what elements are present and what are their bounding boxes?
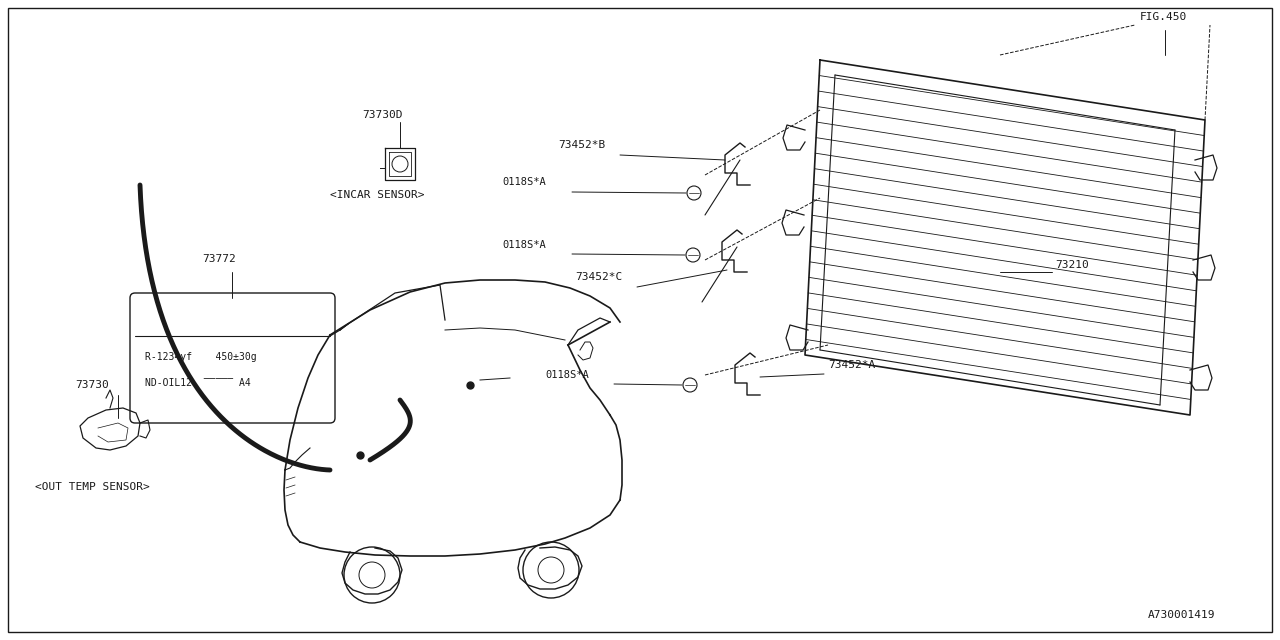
Text: 0118S*A: 0118S*A: [545, 370, 589, 380]
Text: 73730: 73730: [76, 380, 109, 390]
Text: 73210: 73210: [1055, 260, 1089, 270]
Text: 73730D: 73730D: [362, 110, 402, 120]
Text: R-1234yf    450±30g: R-1234yf 450±30g: [145, 352, 256, 362]
Text: FIG.450: FIG.450: [1140, 12, 1188, 22]
Text: 73452*A: 73452*A: [828, 360, 876, 370]
Text: 73452*B: 73452*B: [558, 140, 605, 150]
Text: <INCAR SENSOR>: <INCAR SENSOR>: [330, 190, 425, 200]
Text: <OUT TEMP SENSOR>: <OUT TEMP SENSOR>: [35, 482, 150, 492]
Text: ND-OIL12  ‾‾‾‾‾ A4: ND-OIL12 ‾‾‾‾‾ A4: [145, 378, 251, 388]
Text: 73452*C: 73452*C: [575, 272, 622, 282]
Text: 0118S*A: 0118S*A: [502, 177, 545, 187]
Text: A730001419: A730001419: [1148, 610, 1216, 620]
Text: 73772: 73772: [202, 254, 236, 264]
Text: 0118S*A: 0118S*A: [502, 240, 545, 250]
